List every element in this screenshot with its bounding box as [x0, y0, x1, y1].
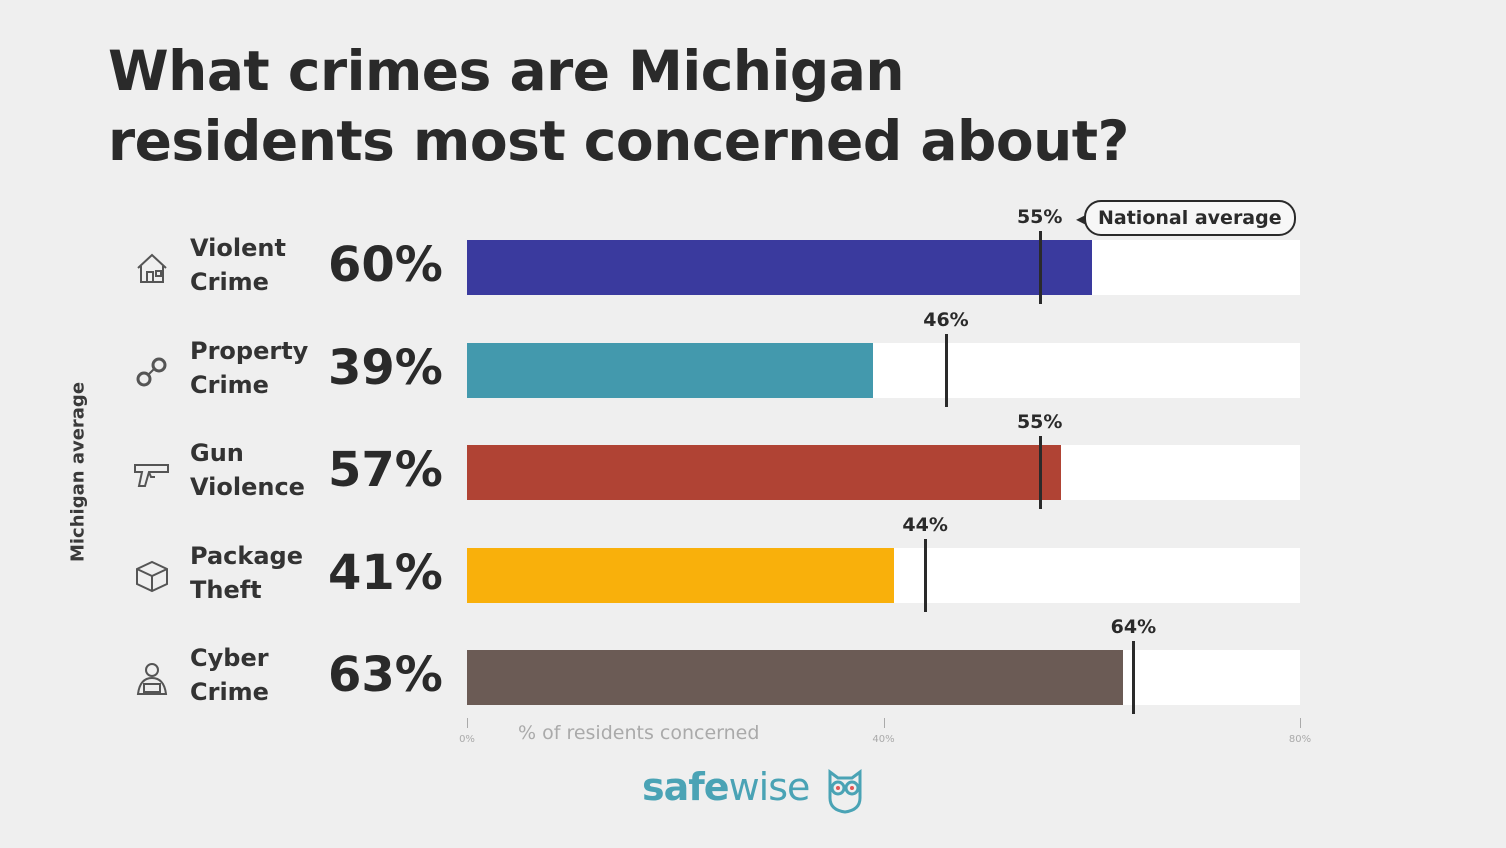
y-axis-label: Michigan average — [67, 381, 89, 563]
category-label: Property Crime — [190, 334, 320, 402]
category-label-line: Property — [190, 336, 309, 365]
category-label-line: Package — [190, 541, 303, 570]
hacker-icon — [136, 663, 168, 695]
michigan-bar — [467, 445, 1061, 500]
package-icon — [136, 560, 168, 592]
michigan-bar — [467, 650, 1123, 705]
category-label: Cyber Crime — [190, 641, 320, 709]
national-average-marker — [1038, 436, 1042, 509]
michigan-value-label: 63% — [328, 647, 443, 703]
category-label-line: Violent — [190, 234, 286, 262]
michigan-bar — [467, 342, 874, 398]
legend-national-average: National average — [1084, 200, 1296, 236]
x-tick — [883, 718, 885, 728]
category-label: Gun Violence — [190, 436, 320, 504]
safewise-logo: safewise — [642, 765, 811, 809]
michigan-bar — [467, 547, 894, 603]
national-value-label: 55% — [1016, 411, 1063, 433]
owl-logo-icon — [828, 769, 862, 814]
michigan-bar — [467, 240, 1092, 295]
logo-light: wise — [728, 765, 811, 809]
national-value-label: 55% — [1016, 206, 1063, 228]
chart-title: What crimes are Michigan residents most c… — [108, 36, 1129, 176]
x-tick — [1300, 718, 1301, 728]
gun-icon — [134, 464, 169, 487]
national-average-marker — [924, 538, 928, 612]
category-label-line: Cyber — [190, 644, 269, 672]
michigan-value-label: 57% — [328, 442, 443, 498]
national-value-label: 64% — [1110, 616, 1157, 638]
national-average-marker — [1038, 231, 1042, 304]
category-label-line: Violence — [190, 473, 305, 501]
x-tick-label: 80% — [1288, 734, 1312, 745]
handcuffs-icon — [136, 357, 167, 386]
category-label-line: Gun — [190, 439, 244, 467]
x-tick — [467, 718, 468, 728]
national-average-marker — [1132, 641, 1136, 714]
michigan-value-label: 41% — [328, 544, 443, 601]
national-average-marker — [944, 333, 948, 407]
x-tick-label: 0% — [459, 734, 475, 745]
national-value-label: 44% — [902, 513, 948, 536]
category-label-line: Crime — [190, 370, 269, 399]
category-label-line: Crime — [190, 268, 269, 296]
x-tick-label: 40% — [872, 734, 895, 745]
title-line-2: residents most concerned about? — [108, 109, 1129, 173]
title-line-1: What crimes are Michigan — [108, 39, 904, 103]
legend-pointer-icon: ◀ — [1076, 212, 1086, 226]
michigan-value-label: 60% — [328, 237, 443, 293]
category-label: Package Theft — [190, 539, 320, 607]
logo-bold: safe — [642, 765, 730, 809]
x-axis-label: % of residents concerned — [518, 722, 760, 744]
national-value-label: 46% — [923, 308, 969, 331]
michigan-value-label: 39% — [328, 339, 443, 396]
category-label: Violent Crime — [190, 231, 320, 299]
house-icon — [137, 253, 167, 283]
category-label-line: Crime — [190, 678, 269, 706]
category-label-line: Theft — [190, 575, 262, 604]
